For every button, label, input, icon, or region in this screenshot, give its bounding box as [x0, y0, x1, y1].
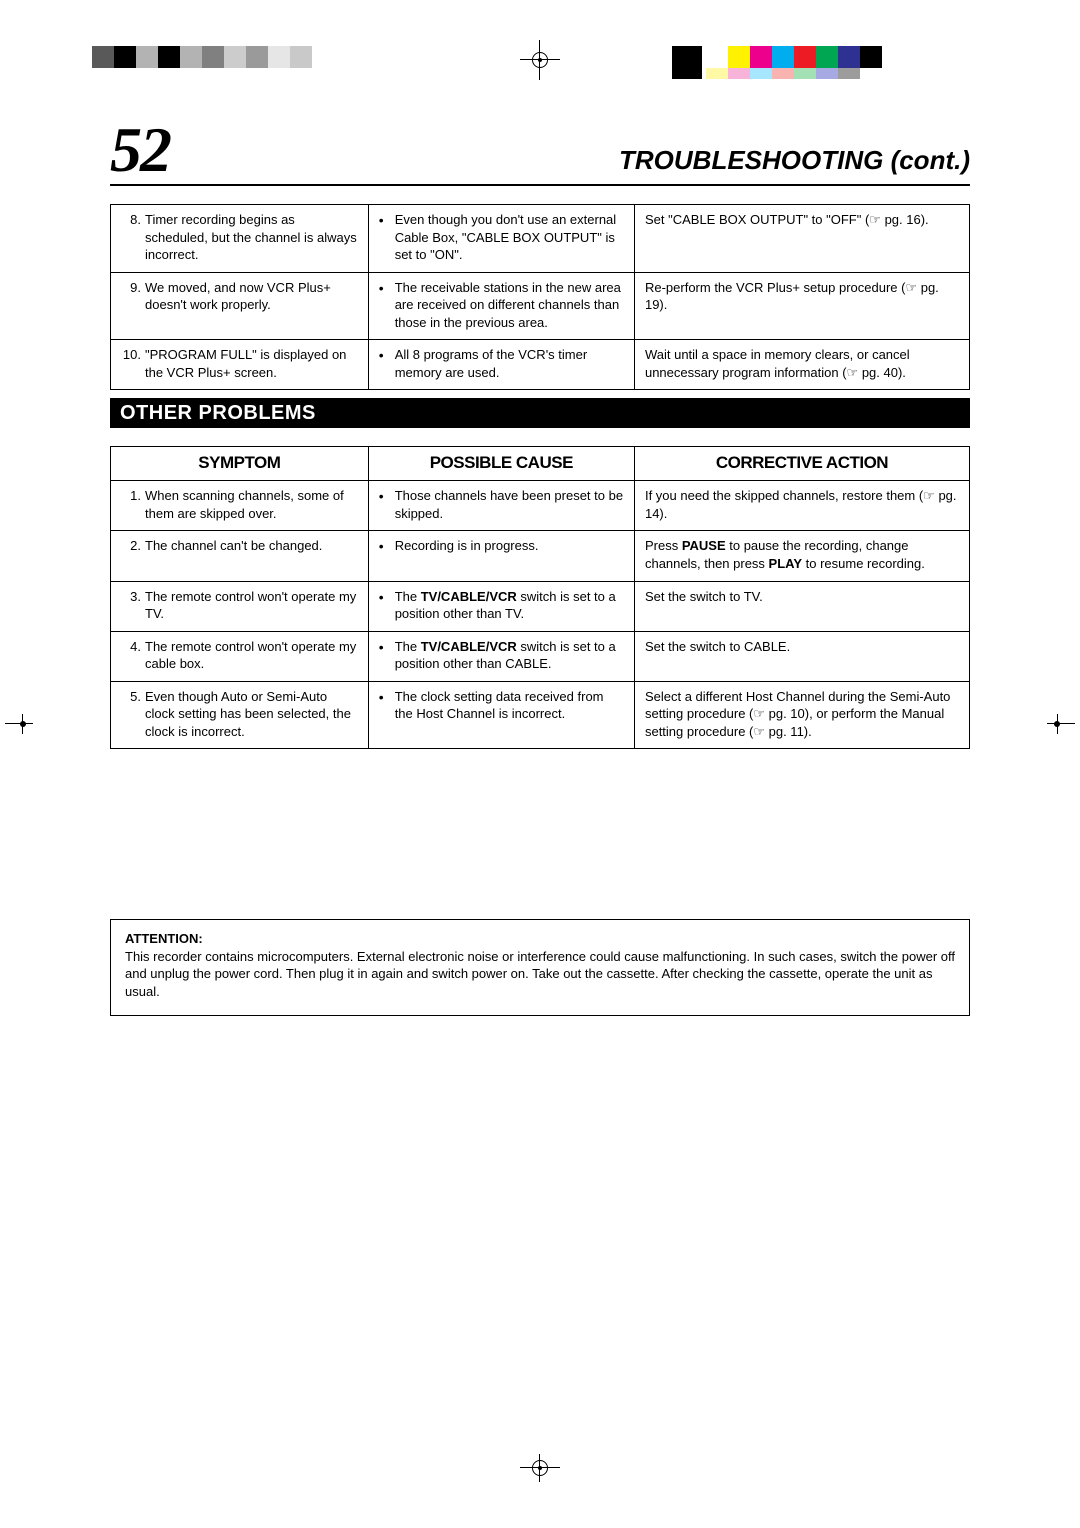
other-problems-table: SYMPTOM POSSIBLE CAUSE CORRECTIVE ACTION…: [110, 446, 970, 749]
page-title: TROUBLESHOOTING (cont.): [619, 145, 970, 182]
symptom-text: Even though Auto or Semi-Auto clock sett…: [145, 688, 358, 741]
page-header: 52 TROUBLESHOOTING (cont.): [110, 118, 970, 186]
row-number: 5.: [121, 688, 145, 741]
symptom-text: The channel can't be changed.: [145, 537, 358, 555]
action-text: Wait until a space in memory clears, or …: [634, 340, 969, 390]
action-text: Press PAUSE to pause the recording, chan…: [634, 531, 969, 581]
action-text: If you need the skipped channels, restor…: [634, 481, 969, 531]
troubleshooting-table-continued: 8.Timer recording begins as scheduled, b…: [110, 204, 970, 390]
bullet-icon: [379, 211, 395, 264]
col-header-symptom: SYMPTOM: [111, 447, 369, 481]
page-number: 52: [110, 118, 170, 182]
table-row: 3.The remote control won't operate my TV…: [111, 581, 970, 631]
cause-text: The TV/CABLE/VCR switch is set to a posi…: [395, 588, 624, 623]
registration-side-right: [1047, 710, 1075, 738]
page-content: 52 TROUBLESHOOTING (cont.) 8.Timer recor…: [110, 118, 970, 1016]
bullet-icon: [379, 487, 395, 522]
bullet-icon: [379, 588, 395, 623]
pastel-swatch-bar: [706, 68, 860, 79]
cause-text: All 8 programs of the VCR's timer memory…: [395, 346, 624, 381]
cause-text: The clock setting data received from the…: [395, 688, 624, 723]
bullet-icon: [379, 688, 395, 723]
cause-text: The TV/CABLE/VCR switch is set to a posi…: [395, 638, 624, 673]
action-text: Set the switch to TV.: [634, 581, 969, 631]
table-row: 2.The channel can't be changed. Recordin…: [111, 531, 970, 581]
registration-side-left: [5, 710, 33, 738]
row-number: 3.: [121, 588, 145, 623]
row-number: 1.: [121, 487, 145, 522]
symptom-text: The remote control won't operate my cabl…: [145, 638, 358, 673]
attention-label: ATTENTION:: [125, 931, 203, 946]
registration-target-bottom: [520, 1454, 560, 1482]
bullet-icon: [379, 638, 395, 673]
action-text: Set the switch to CABLE.: [634, 631, 969, 681]
symptom-text: When scanning channels, some of them are…: [145, 487, 358, 522]
symptom-text: The remote control won't operate my TV.: [145, 588, 358, 623]
action-text: Select a different Host Channel during t…: [634, 681, 969, 749]
table-row: 9.We moved, and now VCR Plus+ doesn't wo…: [111, 272, 970, 340]
gray-swatch-bar: [92, 46, 312, 68]
attention-box: ATTENTION: This recorder contains microc…: [110, 919, 970, 1015]
row-number: 8.: [121, 211, 145, 264]
bullet-icon: [379, 537, 395, 556]
registration-target-top: [526, 46, 554, 74]
row-number: 9.: [121, 279, 145, 314]
table-row: 8.Timer recording begins as scheduled, b…: [111, 205, 970, 273]
bullet-icon: [379, 279, 395, 332]
symptom-text: Timer recording begins as scheduled, but…: [145, 211, 358, 264]
table-row: 5.Even though Auto or Semi-Auto clock se…: [111, 681, 970, 749]
cmyk-swatch-bar: [706, 46, 882, 68]
cause-text: Those channels have been preset to be sk…: [395, 487, 624, 522]
cause-text: The receivable stations in the new area …: [395, 279, 624, 332]
table-row: 4.The remote control won't operate my ca…: [111, 631, 970, 681]
section-header-other-problems: Other Problems: [110, 398, 970, 428]
symptom-text: We moved, and now VCR Plus+ doesn't work…: [145, 279, 358, 314]
row-number: 4.: [121, 638, 145, 673]
row-number: 2.: [121, 537, 145, 555]
bullet-icon: [379, 346, 395, 381]
col-header-cause: POSSIBLE CAUSE: [368, 447, 634, 481]
action-text: Re-perform the VCR Plus+ setup procedure…: [634, 272, 969, 340]
cmyk-block-left: [672, 46, 702, 79]
cause-text: Recording is in progress.: [395, 537, 624, 556]
table-row: 10."PROGRAM FULL" is displayed on the VC…: [111, 340, 970, 390]
cause-text: Even though you don't use an external Ca…: [395, 211, 624, 264]
row-number: 10.: [121, 346, 145, 381]
col-header-action: CORRECTIVE ACTION: [634, 447, 969, 481]
attention-body: This recorder contains microcomputers. E…: [125, 949, 955, 999]
symptom-text: "PROGRAM FULL" is displayed on the VCR P…: [145, 346, 358, 381]
action-text: Set "CABLE BOX OUTPUT" to "OFF" (☞ pg. 1…: [634, 205, 969, 273]
table-row: 1.When scanning channels, some of them a…: [111, 481, 970, 531]
